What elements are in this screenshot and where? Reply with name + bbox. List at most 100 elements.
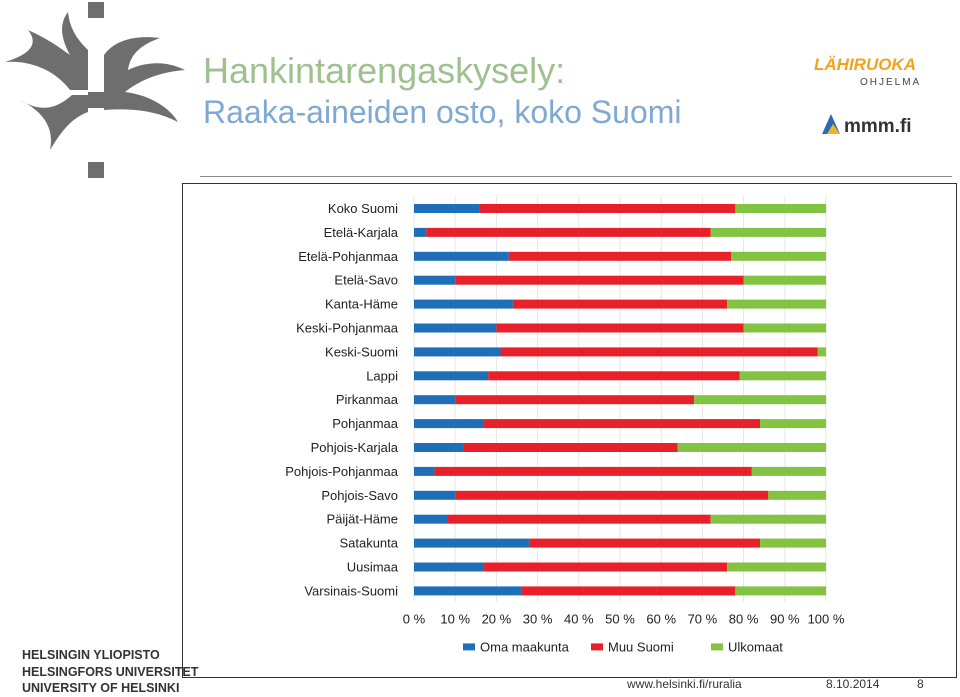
legend-label: Oma maakunta (480, 639, 570, 654)
x-tick-label: 30 % (523, 611, 553, 626)
bar-ulkomaat (743, 323, 826, 333)
slide-title: Hankintarengaskysely: (203, 50, 566, 91)
bar-ulkomaat (743, 275, 826, 285)
bar-ulkomaat (760, 419, 826, 429)
lahiruoka-logo: LÄHIRUOKA OHJELMA (814, 55, 921, 88)
bar-oma-maakunta (414, 514, 447, 524)
footer-date: 8.10.2014 (826, 677, 880, 691)
bar-muu-suomi (484, 562, 728, 572)
category-label: Etelä-Karjala (324, 225, 399, 240)
bar-ulkomaat (731, 251, 826, 261)
category-label: Koko Suomi (328, 201, 398, 216)
bar-oma-maakunta (414, 419, 485, 429)
footer-url: www.helsinki.fi/ruralia (627, 677, 742, 691)
x-tick-label: 0 % (403, 611, 426, 626)
x-tick-label: 80 % (729, 611, 759, 626)
bar-oma-maakunta (414, 251, 509, 261)
bar-muu-suomi (484, 419, 761, 429)
category-label: Pirkanmaa (336, 392, 399, 407)
bar-muu-suomi (512, 299, 728, 309)
category-label: Pohjois-Pohjanmaa (285, 464, 399, 479)
x-tick-label: 40 % (564, 611, 594, 626)
category-label: Keski-Pohjanmaa (296, 321, 399, 336)
x-tick-label: 20 % (482, 611, 512, 626)
legend-swatch (711, 643, 723, 651)
x-tick-label: 60 % (646, 611, 676, 626)
bar-oma-maakunta (414, 490, 456, 500)
bar-muu-suomi (455, 275, 744, 285)
bar-ulkomaat (751, 466, 826, 476)
bar-ulkomaat (817, 347, 826, 357)
category-label: Varsinais-Suomi (304, 583, 398, 598)
bar-muu-suomi (529, 538, 761, 548)
category-label: Satakunta (339, 536, 398, 551)
lahiruoka-logo-text: LÄHIRUOKA (814, 55, 916, 74)
bar-ulkomaat (727, 299, 826, 309)
bar-oma-maakunta (414, 466, 435, 476)
bar-ulkomaat (739, 371, 826, 381)
mmm-logo: mmm.fi (822, 114, 912, 137)
bar-ulkomaat (735, 586, 826, 596)
university-flame-logo (5, 2, 185, 178)
category-label: Lappi (366, 368, 398, 383)
x-tick-label: 100 % (808, 611, 845, 626)
legend-swatch (591, 643, 603, 651)
bar-oma-maakunta (414, 395, 456, 405)
bar-muu-suomi (500, 347, 818, 357)
bar-ulkomaat (694, 395, 826, 405)
x-tick-label: 50 % (605, 611, 635, 626)
bar-muu-suomi (508, 251, 732, 261)
bar-ulkomaat (677, 443, 826, 452)
legend-label: Muu Suomi (608, 639, 674, 654)
bar-ulkomaat (710, 514, 826, 524)
page-number: 8 (917, 677, 924, 691)
university-name-sv: HELSINGFORS UNIVERSITET (22, 664, 199, 679)
bar-muu-suomi (426, 227, 711, 237)
bar-ulkomaat (735, 204, 826, 213)
bar-muu-suomi (521, 586, 736, 596)
category-label: Uusimaa (347, 560, 399, 575)
bar-ulkomaat (727, 562, 826, 572)
bar-muu-suomi (446, 514, 711, 524)
bar-muu-suomi (455, 490, 769, 500)
bar-muu-suomi (463, 443, 678, 452)
bar-muu-suomi (455, 395, 695, 405)
slide-subtitle: Raaka-aineiden osto, koko Suomi (203, 94, 682, 130)
bar-ulkomaat (760, 538, 826, 548)
bar-oma-maakunta (414, 204, 480, 213)
bar-oma-maakunta (414, 538, 530, 548)
university-name-en: UNIVERSITY OF HELSINKI (22, 681, 180, 695)
category-label: Pohjanmaa (332, 416, 399, 431)
mmm-logo-text: mmm.fi (844, 116, 912, 137)
category-label: Keski-Suomi (325, 344, 398, 359)
category-label: Kanta-Häme (325, 297, 398, 312)
header-divider (200, 176, 952, 177)
chart-frame: 0 % 10 % 20 % 30 % 40 % 50 % 60 % 70 % 80 % 90 % 1… (182, 183, 957, 678)
bar-ulkomaat (768, 490, 826, 500)
bar-muu-suomi (496, 323, 744, 333)
category-label: Pohjois-Karjala (311, 440, 399, 455)
lahiruoka-logo-sub: OHJELMA (860, 77, 921, 88)
bar-oma-maakunta (414, 347, 501, 357)
bar-ulkomaat (710, 227, 826, 237)
bar-oma-maakunta (414, 227, 427, 237)
bar-oma-maakunta (414, 275, 456, 285)
bar-oma-maakunta (414, 299, 513, 309)
university-name: HELSINGIN YLIOPISTO HELSINGFORS UNIVERSI… (22, 647, 198, 697)
category-label: Etelä-Savo (334, 273, 398, 288)
bar-oma-maakunta (414, 586, 522, 596)
x-tick-label: 90 % (770, 611, 800, 626)
university-name-fi: HELSINGIN YLIOPISTO (22, 648, 160, 662)
legend-swatch (463, 643, 475, 651)
bar-muu-suomi (488, 371, 740, 381)
bar-oma-maakunta (414, 323, 497, 333)
legend-label: Ulkomaat (728, 639, 783, 654)
bar-chart: 0 % 10 % 20 % 30 % 40 % 50 % 60 % 70 % 80 % 90 % 1… (285, 196, 845, 654)
bar-oma-maakunta (414, 371, 489, 381)
x-tick-label: 70 % (688, 611, 718, 626)
bar-oma-maakunta (414, 562, 485, 572)
bar-muu-suomi (479, 204, 736, 213)
category-label: Pohjois-Savo (321, 488, 398, 503)
category-label: Etelä-Pohjanmaa (298, 249, 398, 264)
x-tick-label: 10 % (440, 611, 470, 626)
